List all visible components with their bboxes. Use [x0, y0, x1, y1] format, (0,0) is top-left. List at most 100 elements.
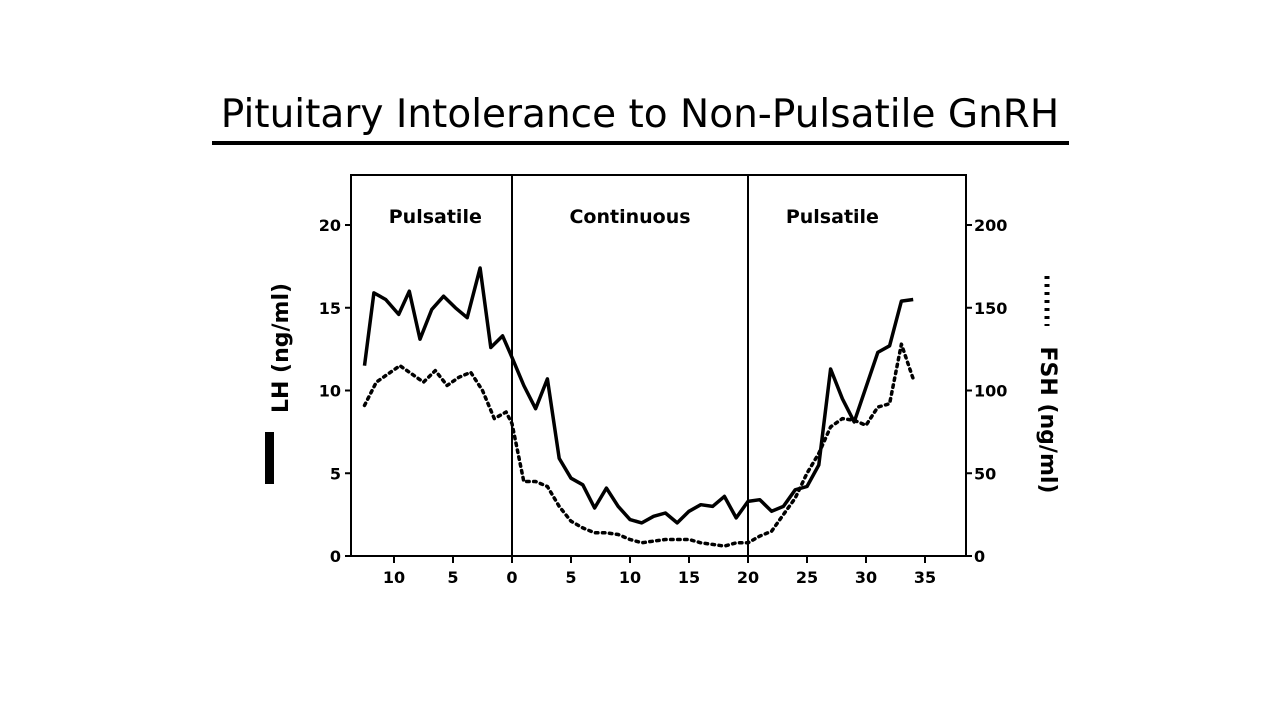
lh-point-41: [841, 397, 844, 400]
y-left-tick-label-3: 15: [319, 299, 341, 318]
lh-point-10: [479, 267, 482, 270]
lh-point-13: [511, 356, 514, 359]
fsh-point-21: [605, 531, 608, 534]
phase-label-2: Pulsatile: [786, 206, 879, 228]
fsh-point-23: [629, 538, 632, 541]
y-right-tick-label-2: 100: [974, 382, 1007, 401]
lh-point-7: [442, 295, 445, 298]
x-tick-label-7: 25: [796, 568, 818, 587]
lh-point-5: [419, 338, 422, 341]
fsh-point-39: [817, 452, 820, 455]
fsh-point-44: [876, 406, 879, 409]
lh-point-33: [747, 500, 750, 503]
lh-point-38: [806, 485, 809, 488]
fsh-point-28: [688, 538, 691, 541]
title-underline: [212, 141, 1069, 145]
phase-label-1: Continuous: [569, 206, 690, 228]
y-right-axis-title: FSH (ng/ml): [1035, 347, 1060, 494]
lh-point-19: [581, 483, 584, 486]
lh-point-4: [408, 290, 411, 293]
fsh-point-1: [375, 381, 378, 384]
fsh-point-18: [570, 520, 573, 523]
lh-point-27: [676, 521, 679, 524]
lh-point-44: [876, 351, 879, 354]
lh-point-47: [912, 298, 915, 301]
fsh-point-32: [735, 541, 738, 544]
lh-point-8: [454, 306, 457, 309]
lh-point-35: [770, 510, 773, 513]
y-right-tick-label-3: 150: [974, 299, 1007, 318]
fsh-point-3: [398, 364, 401, 367]
lh-point-37: [794, 488, 797, 491]
fsh-point-11: [493, 417, 496, 420]
fsh-point-26: [664, 538, 667, 541]
fsh-point-17: [558, 505, 561, 508]
fsh-point-12: [505, 411, 508, 414]
x-tick-label-6: 20: [737, 568, 759, 587]
lh-point-0: [363, 364, 366, 367]
lh-point-39: [817, 464, 820, 467]
lh-point-34: [758, 498, 761, 501]
lh-point-6: [430, 308, 433, 311]
lh-point-15: [534, 407, 537, 410]
fsh-point-15: [534, 480, 537, 483]
fsh-point-14: [522, 480, 525, 483]
fsh-point-31: [723, 545, 726, 548]
fsh-point-47: [912, 377, 915, 380]
lh-point-18: [570, 477, 573, 480]
lh-point-1: [372, 291, 375, 294]
y-left-tick-label-4: 20: [319, 216, 341, 235]
lh-point-22: [617, 505, 620, 508]
lh-point-25: [652, 515, 655, 518]
fsh-point-40: [829, 425, 832, 428]
fsh-point-16: [546, 485, 549, 488]
lh-point-21: [605, 487, 608, 490]
fsh-point-30: [711, 543, 714, 546]
fsh-point-46: [900, 343, 903, 346]
fsh-point-20: [593, 531, 596, 534]
lh-point-14: [522, 384, 525, 387]
fsh-point-24: [640, 541, 643, 544]
y-left-axis-title: LH (ng/ml): [269, 283, 294, 413]
lh-point-32: [735, 516, 738, 519]
x-tick-label-9: 35: [914, 568, 936, 587]
fsh-point-5: [422, 381, 425, 384]
fsh-point-45: [888, 402, 891, 405]
lh-point-3: [397, 313, 400, 316]
x-tick-label-2: 0: [506, 568, 517, 587]
fsh-point-2: [387, 372, 390, 375]
y-right-tick-label-1: 50: [974, 464, 996, 483]
lh-point-24: [640, 521, 643, 524]
lh-point-40: [829, 368, 832, 371]
lh-point-23: [629, 518, 632, 521]
lh-point-2: [384, 298, 387, 301]
lh-point-12: [501, 334, 504, 337]
lh-point-11: [489, 346, 492, 349]
x-tick-label-8: 30: [855, 568, 877, 587]
lh-point-17: [558, 457, 561, 460]
fsh-point-19: [581, 526, 584, 529]
lh-point-36: [782, 505, 785, 508]
fsh-point-7: [446, 384, 449, 387]
x-tick-label-5: 15: [678, 568, 700, 587]
lh-point-30: [711, 505, 714, 508]
fsh-point-13: [511, 422, 514, 425]
fsh-point-8: [457, 376, 460, 379]
lh-point-26: [664, 512, 667, 515]
fsh-point-22: [617, 533, 620, 536]
lh-point-45: [888, 344, 891, 347]
lh-point-28: [688, 510, 691, 513]
fsh-point-43: [865, 424, 868, 427]
fsh-point-4: [410, 372, 413, 375]
plot-frame: [350, 174, 967, 557]
fsh-point-41: [841, 417, 844, 420]
fsh-series-line: [362, 342, 915, 548]
fsh-point-9: [469, 371, 472, 374]
fsh-point-33: [747, 541, 750, 544]
x-tick-label-3: 5: [565, 568, 576, 587]
fsh-point-25: [652, 540, 655, 543]
fsh-point-27: [676, 538, 679, 541]
lh-point-31: [723, 495, 726, 498]
